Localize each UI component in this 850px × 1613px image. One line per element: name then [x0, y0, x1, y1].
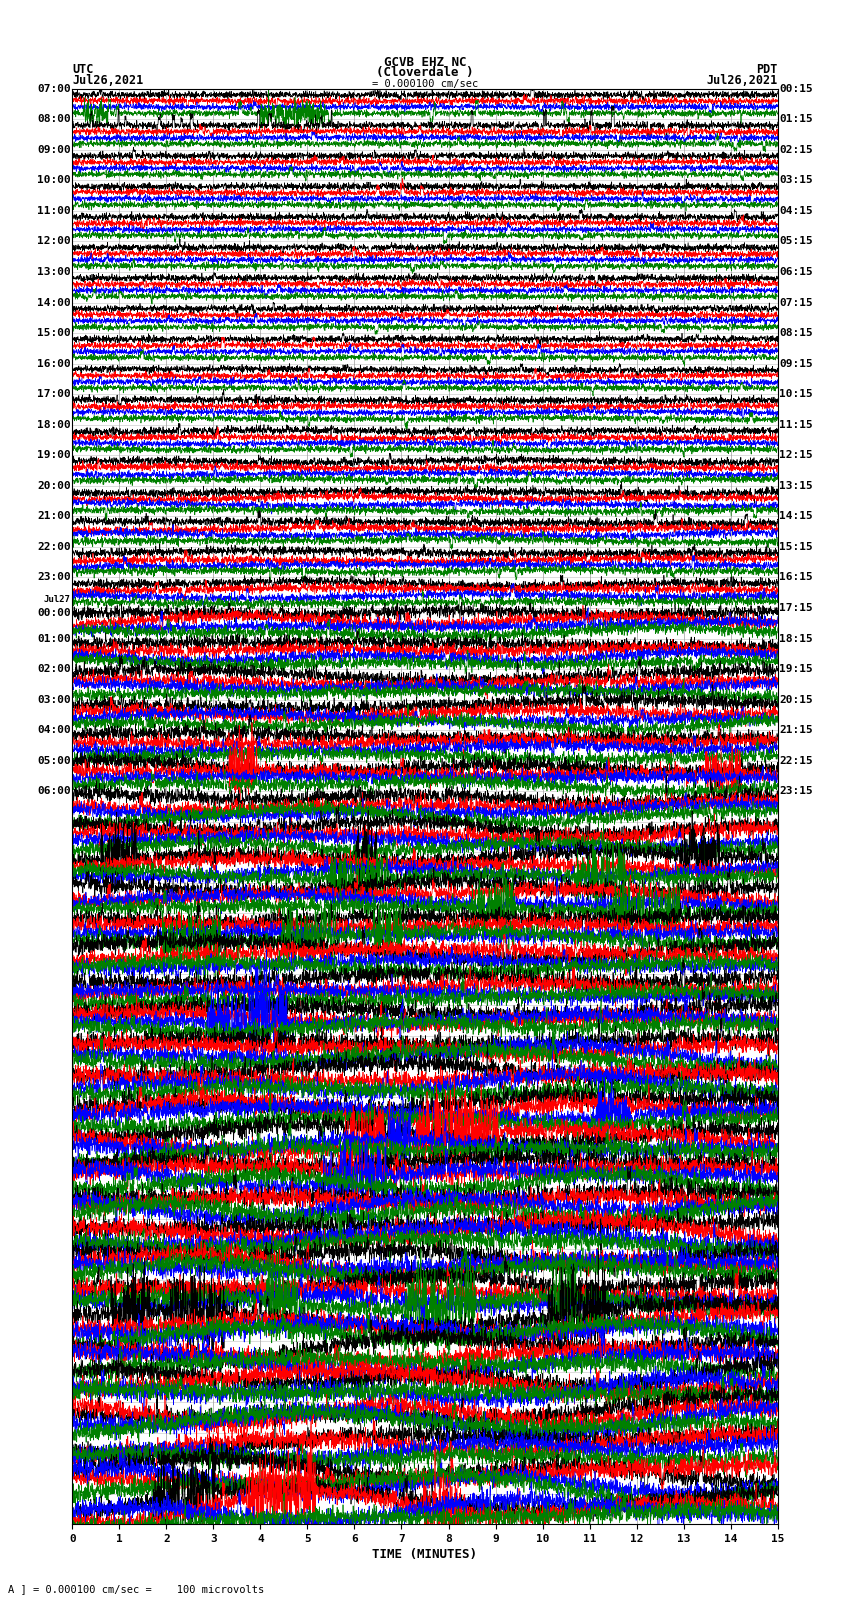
Text: 08:00: 08:00	[37, 115, 71, 124]
Text: 15:00: 15:00	[37, 327, 71, 339]
Text: 21:15: 21:15	[779, 726, 813, 736]
Text: 16:00: 16:00	[37, 358, 71, 369]
Text: 07:00: 07:00	[37, 84, 71, 94]
Text: 06:00: 06:00	[37, 786, 71, 797]
Text: 23:15: 23:15	[779, 786, 813, 797]
Text: = 0.000100 cm/sec: = 0.000100 cm/sec	[371, 79, 478, 89]
Text: 23:00: 23:00	[37, 573, 71, 582]
Text: UTC: UTC	[72, 63, 94, 76]
Text: Jul26,2021: Jul26,2021	[72, 74, 144, 87]
Text: 16:15: 16:15	[779, 573, 813, 582]
Text: 18:00: 18:00	[37, 419, 71, 429]
Text: 02:00: 02:00	[37, 665, 71, 674]
Text: 21:00: 21:00	[37, 511, 71, 521]
Text: 08:15: 08:15	[779, 327, 813, 339]
Text: 02:15: 02:15	[779, 145, 813, 155]
Text: 07:15: 07:15	[779, 297, 813, 308]
X-axis label: TIME (MINUTES): TIME (MINUTES)	[372, 1548, 478, 1561]
Text: 13:15: 13:15	[779, 481, 813, 490]
Text: 00:00: 00:00	[37, 608, 71, 618]
Text: 20:00: 20:00	[37, 481, 71, 490]
Text: 03:15: 03:15	[779, 176, 813, 185]
Text: 05:15: 05:15	[779, 237, 813, 247]
Text: 18:15: 18:15	[779, 634, 813, 644]
Text: 12:00: 12:00	[37, 237, 71, 247]
Text: 13:00: 13:00	[37, 268, 71, 277]
Text: 20:15: 20:15	[779, 695, 813, 705]
Text: 14:15: 14:15	[779, 511, 813, 521]
Text: PDT: PDT	[756, 63, 778, 76]
Text: 04:15: 04:15	[779, 206, 813, 216]
Text: 14:00: 14:00	[37, 297, 71, 308]
Text: 00:15: 00:15	[779, 84, 813, 94]
Text: 12:15: 12:15	[779, 450, 813, 460]
Text: 10:00: 10:00	[37, 176, 71, 185]
Text: 01:15: 01:15	[779, 115, 813, 124]
Text: 01:00: 01:00	[37, 634, 71, 644]
Text: 19:00: 19:00	[37, 450, 71, 460]
Text: 17:00: 17:00	[37, 389, 71, 398]
Text: 04:00: 04:00	[37, 726, 71, 736]
Text: 11:00: 11:00	[37, 206, 71, 216]
Text: 09:15: 09:15	[779, 358, 813, 369]
Text: A ] = 0.000100 cm/sec =    100 microvolts: A ] = 0.000100 cm/sec = 100 microvolts	[8, 1584, 264, 1594]
Text: 15:15: 15:15	[779, 542, 813, 552]
Text: 06:15: 06:15	[779, 268, 813, 277]
Text: 03:00: 03:00	[37, 695, 71, 705]
Text: 11:15: 11:15	[779, 419, 813, 429]
Text: 17:15: 17:15	[779, 603, 813, 613]
Text: Jul27: Jul27	[44, 595, 71, 603]
Text: 22:00: 22:00	[37, 542, 71, 552]
Text: 19:15: 19:15	[779, 665, 813, 674]
Text: 10:15: 10:15	[779, 389, 813, 398]
Text: 22:15: 22:15	[779, 755, 813, 766]
Text: Jul26,2021: Jul26,2021	[706, 74, 778, 87]
Text: 05:00: 05:00	[37, 755, 71, 766]
Text: (Cloverdale ): (Cloverdale )	[377, 66, 473, 79]
Text: GCVB EHZ NC: GCVB EHZ NC	[383, 56, 467, 69]
Text: 09:00: 09:00	[37, 145, 71, 155]
